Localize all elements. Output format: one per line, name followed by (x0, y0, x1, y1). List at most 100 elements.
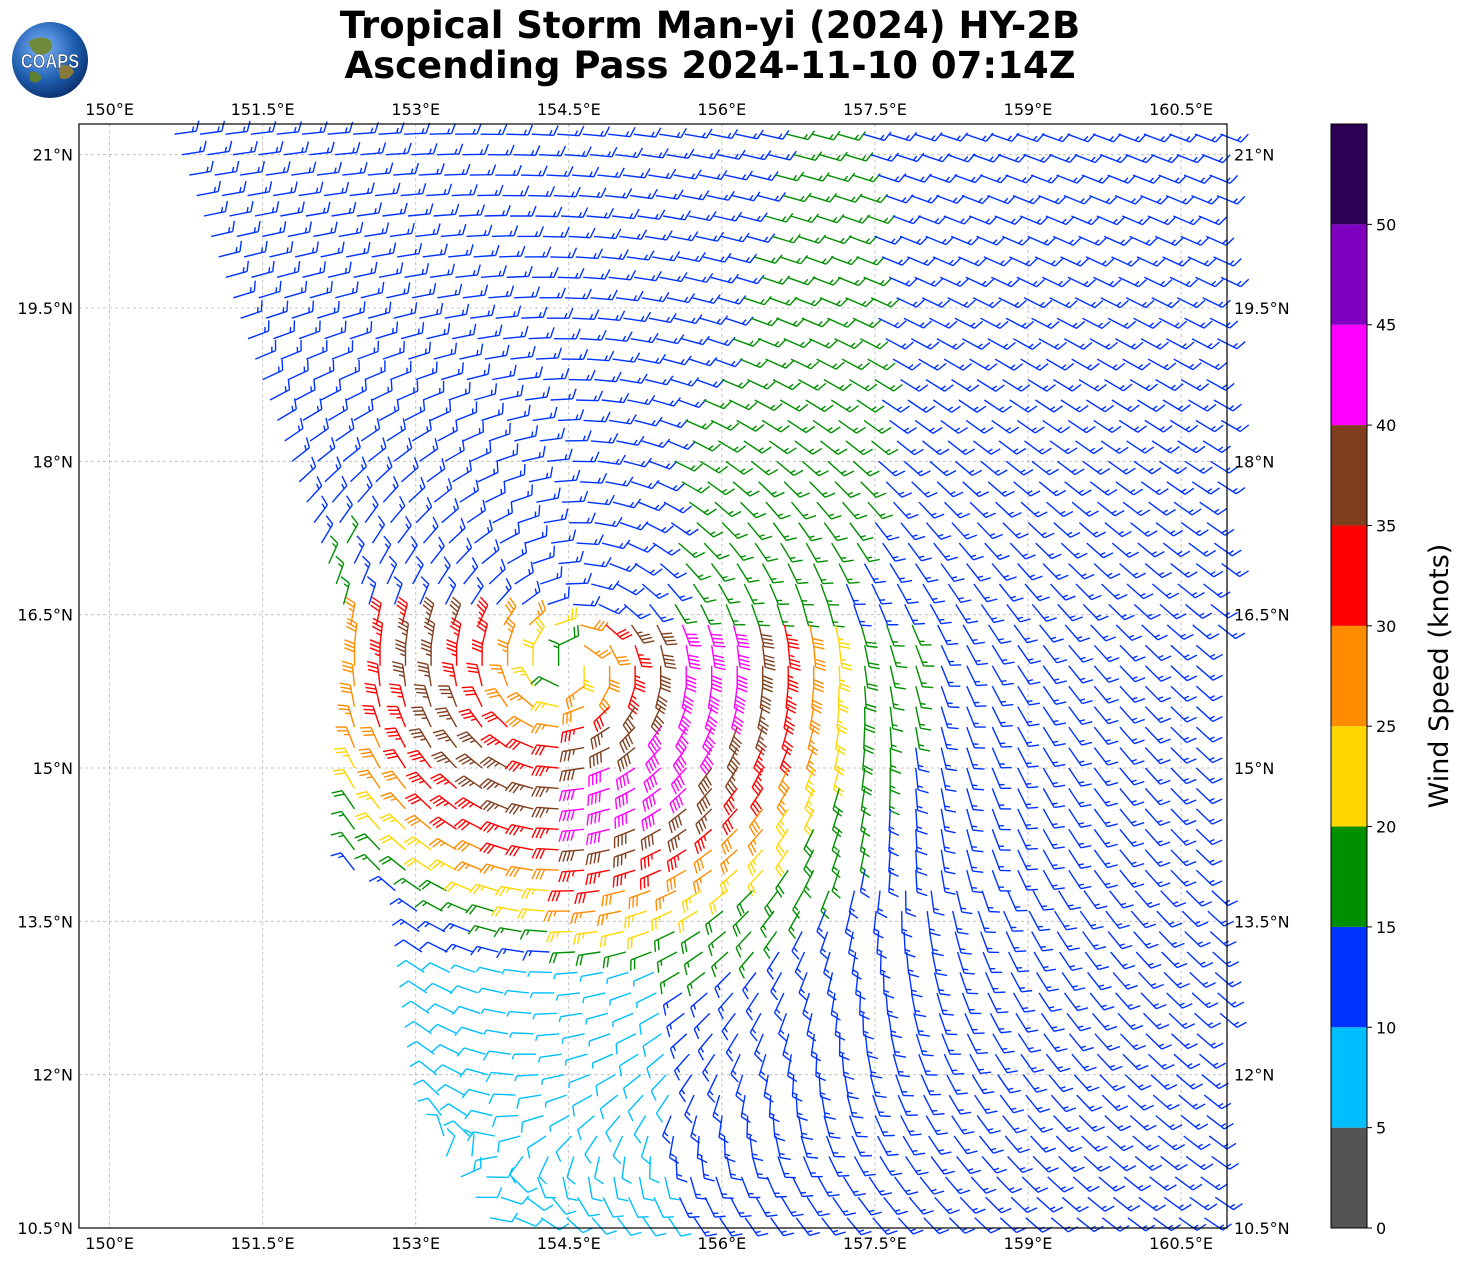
wind-barb (681, 890, 702, 913)
wind-barb (1160, 1155, 1188, 1171)
wind-barb (624, 910, 647, 929)
wind-barb (996, 1176, 1023, 1194)
wind-barb (495, 443, 519, 462)
wind-barb (870, 152, 900, 162)
wind-barb (1006, 603, 1031, 623)
wind-barb (1043, 1033, 1068, 1053)
wind-barb (948, 1094, 972, 1115)
colorbar-bin (1331, 425, 1367, 526)
wind-barb (1175, 1074, 1203, 1090)
wind-barb (506, 265, 533, 278)
wind-barb (506, 404, 531, 422)
wind-barb (637, 209, 666, 220)
wind-barb (648, 1156, 660, 1184)
wind-barb (1206, 522, 1235, 536)
lon-tick-label-bottom: 157.5°E (843, 1234, 907, 1253)
wind-barb (876, 890, 888, 919)
wind-barb (453, 861, 483, 872)
wind-barb (546, 930, 573, 943)
wind-barb (805, 747, 817, 776)
wind-barb (621, 1156, 632, 1185)
wind-barb (1195, 849, 1223, 866)
wind-barb (528, 186, 556, 197)
wind-barb (697, 1033, 713, 1061)
wind-barb (349, 321, 373, 340)
map-frame (78, 123, 1228, 1229)
wind-barb (1166, 624, 1194, 641)
wind-barb (831, 542, 854, 563)
wind-barb (1122, 358, 1151, 371)
wind-barb (378, 855, 406, 871)
wind-barb (714, 971, 731, 999)
wind-barb (262, 359, 284, 381)
wind-barb (466, 224, 493, 238)
wind-barb (442, 922, 471, 933)
wind-barb (1180, 378, 1210, 392)
wind-barb (856, 542, 880, 563)
wind-barb (424, 982, 453, 994)
wind-barb (467, 924, 497, 935)
wind-barb (889, 767, 901, 795)
wind-barb (686, 971, 706, 997)
colorbar-bin (1331, 926, 1367, 1028)
wind-barb (1185, 1155, 1214, 1171)
wind-barb (991, 767, 1012, 790)
wind-barb (504, 760, 534, 773)
wind-barb (758, 1053, 769, 1083)
wind-barb (364, 495, 379, 524)
wind-barb (905, 951, 920, 978)
wind-barb (1010, 972, 1033, 993)
wind-barb (721, 378, 751, 389)
wind-barb (633, 1115, 647, 1144)
colorbar-bin (1331, 826, 1367, 927)
wind-barb (1092, 276, 1122, 288)
wind-barb (407, 749, 432, 769)
wind-barb (974, 1094, 998, 1115)
wind-barb (1144, 726, 1171, 744)
wind-barb (1162, 542, 1191, 558)
wind-barb (1036, 1196, 1064, 1213)
wind-barb (651, 910, 673, 931)
wind-barb (1107, 460, 1136, 475)
wind-barb (554, 469, 581, 483)
wind-barb (903, 173, 932, 183)
wind-barb (1143, 276, 1173, 288)
wind-barb (915, 563, 939, 583)
wind-barb (922, 583, 946, 604)
wind-barb (793, 151, 823, 161)
wind-barb (574, 890, 600, 905)
wind-barb (579, 971, 604, 982)
wind-barb (800, 1135, 819, 1159)
wind-barb (914, 419, 943, 434)
wind-barb (1183, 1135, 1211, 1151)
wind-barb (736, 645, 751, 671)
wind-barb (482, 1050, 511, 1061)
wind-barb (974, 1217, 1001, 1234)
wind-barb (1147, 358, 1177, 371)
wind-barb (583, 665, 595, 693)
wind-barb (1181, 910, 1209, 928)
wind-barb (464, 1128, 475, 1157)
wind-barb (453, 840, 483, 852)
wind-barb (1068, 828, 1092, 849)
wind-barb (953, 1135, 978, 1155)
wind-barb (558, 550, 584, 565)
wind-barb (407, 203, 434, 217)
wind-barb (404, 535, 418, 564)
wind-barb (801, 460, 829, 477)
wind-barb (1085, 256, 1115, 267)
lon-tick-label-bottom: 150°E (85, 1234, 134, 1253)
wind-barb (516, 1094, 542, 1110)
wind-barb (1170, 685, 1197, 702)
wind-barb (367, 162, 394, 176)
wind-barb (1159, 460, 1187, 475)
wind-barb (892, 501, 919, 520)
wind-barb (505, 715, 534, 728)
wind-barb (864, 645, 880, 670)
wind-barb (838, 563, 860, 584)
wind-barb (860, 788, 871, 817)
wind-barb (894, 1176, 919, 1196)
wind-barb (562, 1176, 579, 1201)
lon-tick-label-bottom: 151.5°E (231, 1234, 295, 1253)
wind-barb (413, 684, 432, 707)
